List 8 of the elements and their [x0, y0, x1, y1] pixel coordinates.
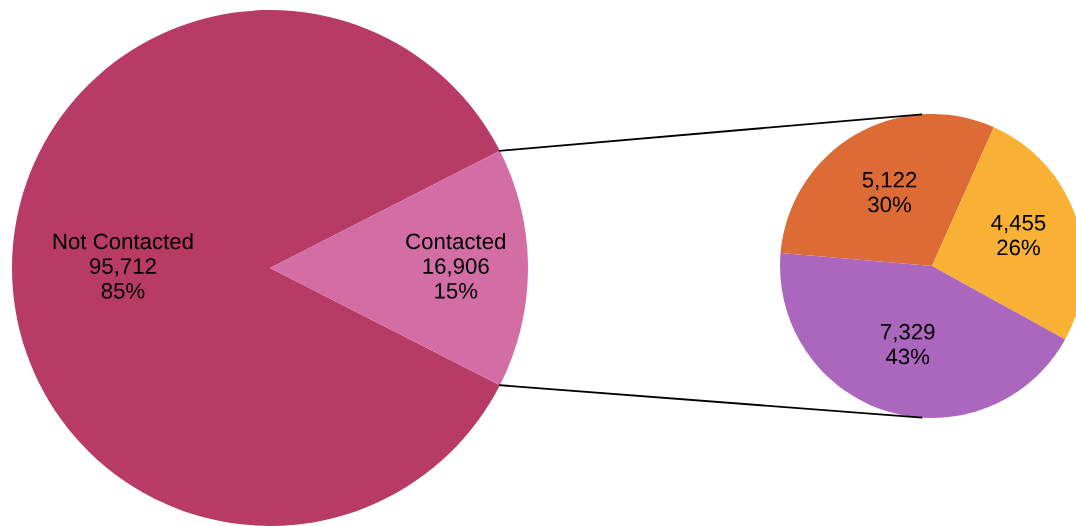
pie-slice	[270, 150, 528, 386]
data-label: 16,906 15%	[423, 258, 489, 299]
data-label: 4,455 26%	[991, 215, 1046, 256]
data-label: 5,122 30%	[862, 171, 917, 213]
data-label: 7,329 43%	[881, 323, 935, 365]
data-label: 95,712 85%	[90, 258, 156, 299]
slice-label: Not Contacted	[53, 232, 193, 250]
slice-label: Contacted	[406, 232, 505, 250]
